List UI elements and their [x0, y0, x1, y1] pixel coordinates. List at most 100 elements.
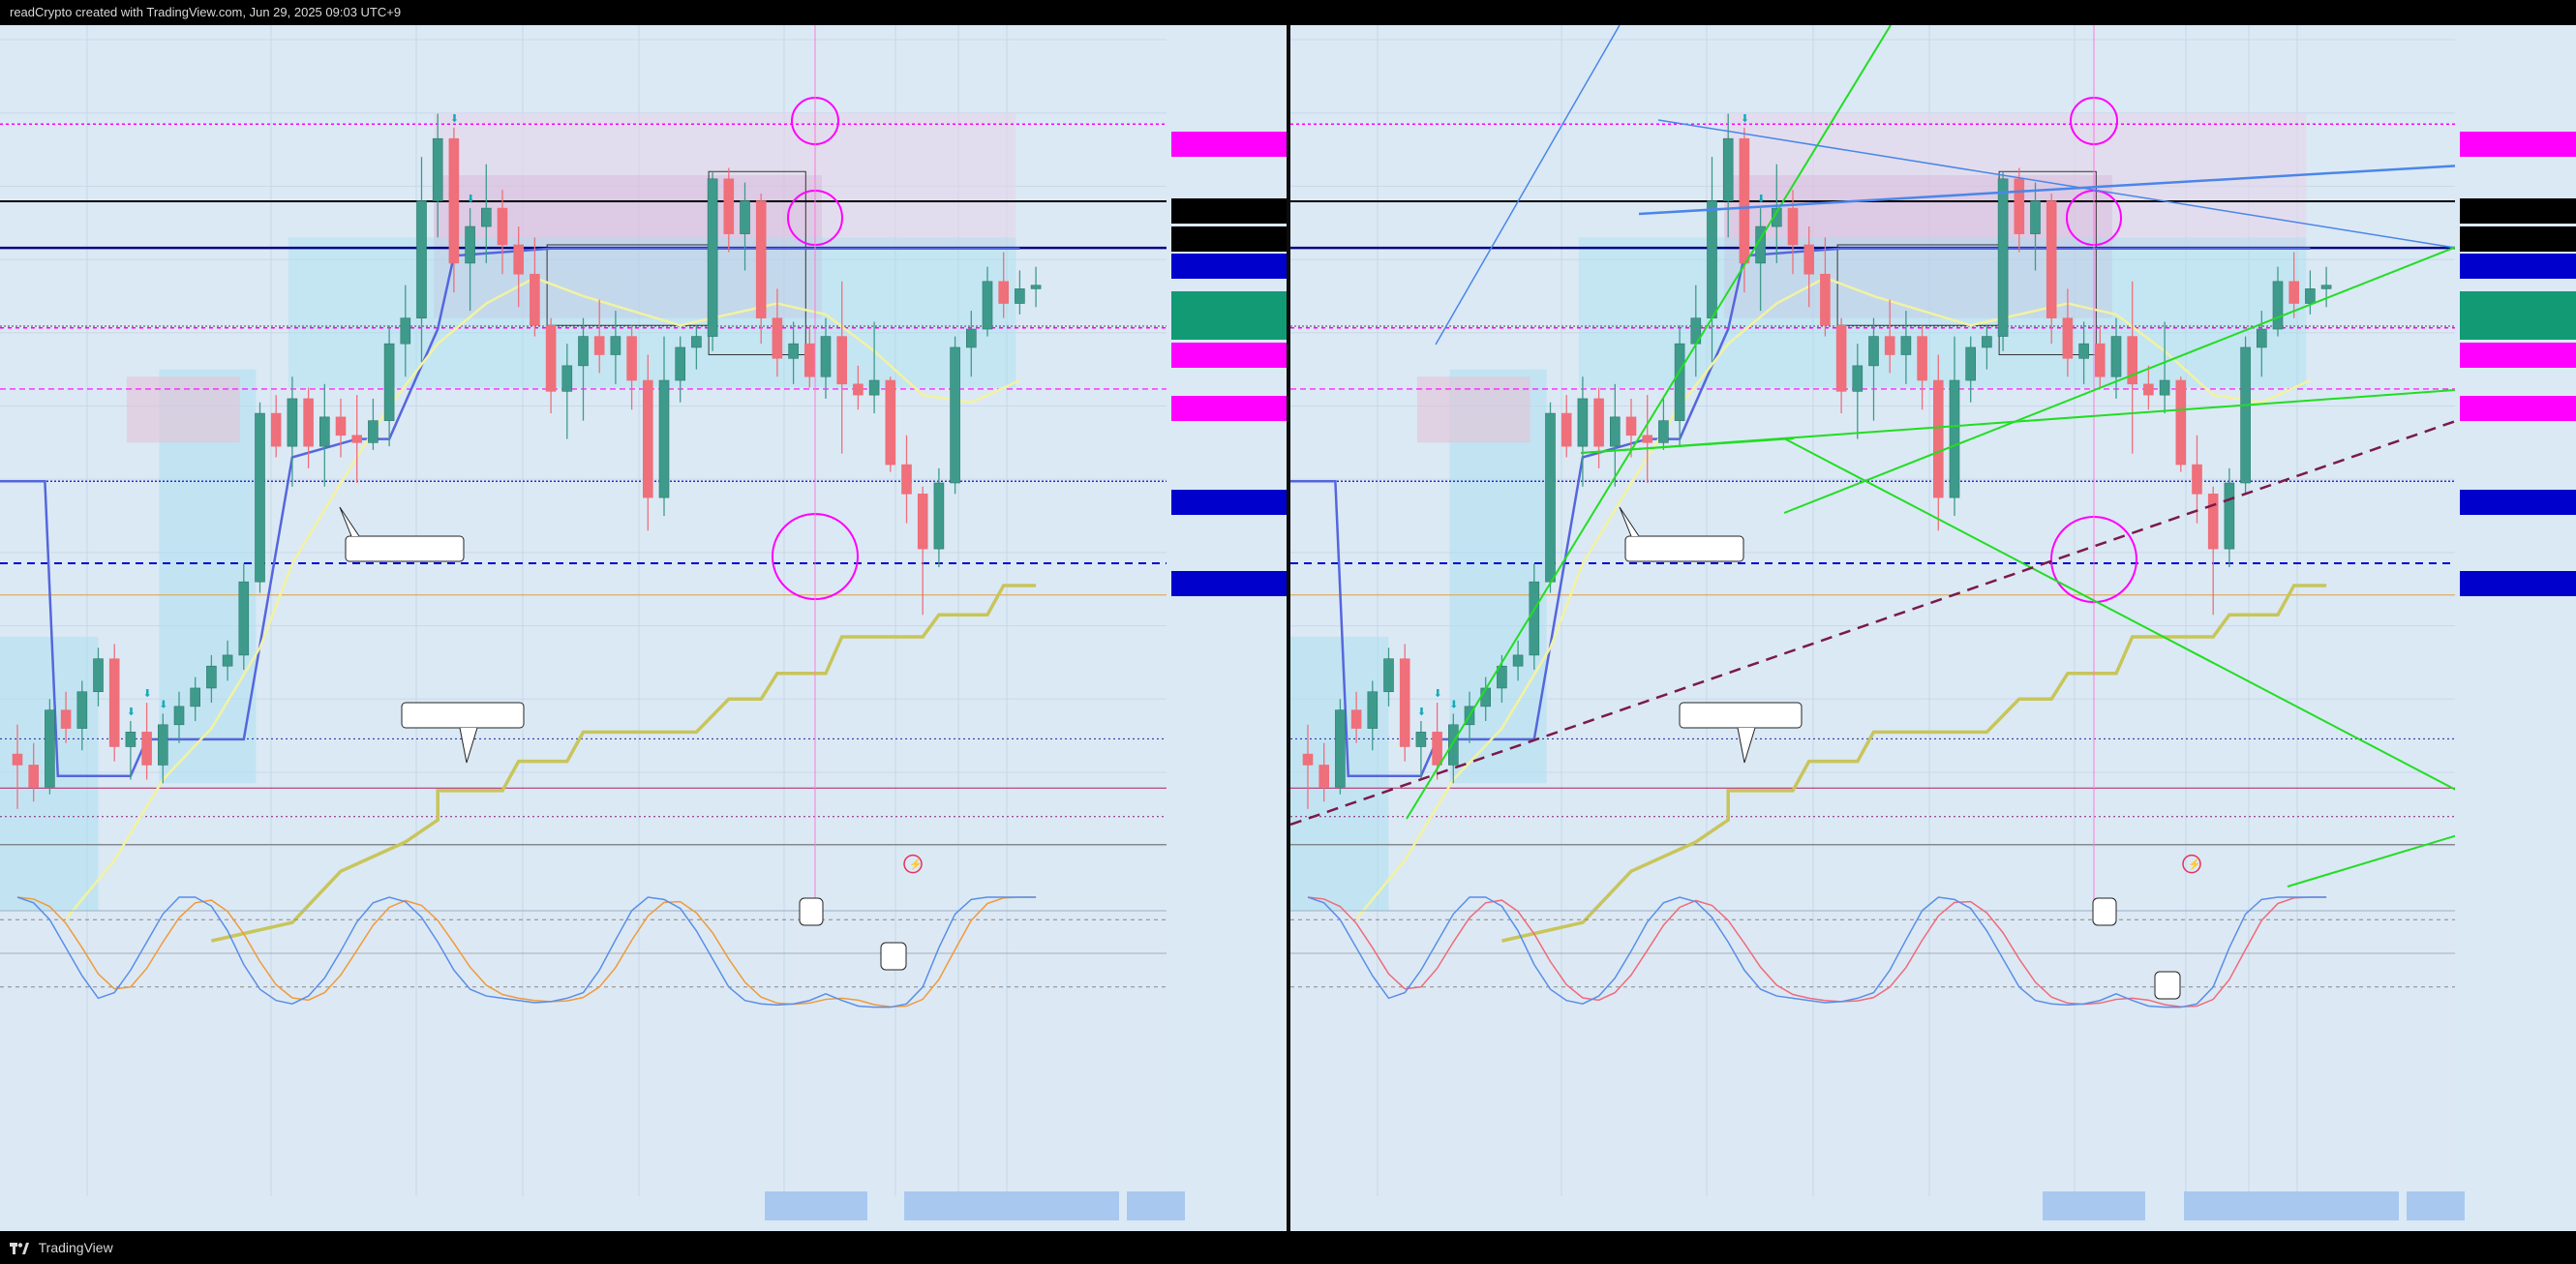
candle-body [982, 281, 993, 330]
hl-zone [1578, 237, 2307, 388]
candle-body [108, 658, 120, 747]
callout-m-signal-1w-tail [459, 727, 478, 764]
price-label-bg [1171, 226, 1287, 252]
candle-body [2256, 328, 2267, 348]
candle-body [998, 281, 1009, 304]
candle-body [2046, 200, 2057, 318]
candle-body [2159, 379, 2170, 396]
candle-body [675, 346, 686, 381]
callout-m-signal-1w-tail [1737, 727, 1756, 764]
stoch-rsi-k-line [16, 896, 1037, 1008]
candle-body [318, 416, 330, 447]
signal-marker-icon: ⬇ [127, 707, 136, 718]
candle-body [1577, 398, 1589, 447]
price-label-bg [1171, 490, 1287, 515]
pink-zone [1416, 376, 1530, 443]
price-label-bg [1171, 571, 1287, 596]
chart-panel-left[interactable]: ⬇ ⬇ ⬇ ⬇ ⬇ ⚡ [0, 25, 1287, 1231]
trendline-green [1783, 437, 2576, 854]
candle-body [335, 416, 347, 436]
candle-body [1609, 416, 1621, 447]
candle-body [593, 336, 605, 355]
candle-body [1512, 654, 1524, 667]
candle-body [2127, 336, 2138, 385]
candle-body [158, 724, 168, 766]
price-label-bg [2460, 226, 2576, 252]
candle-body [1399, 658, 1410, 747]
callout-m-signal-1d-box [1624, 535, 1744, 562]
candle-body [2094, 343, 2106, 377]
candle-body [545, 324, 557, 392]
callout-k-box [2092, 897, 2117, 926]
candle-body [820, 336, 832, 377]
bottom-bar: TradingView [0, 1231, 2576, 1264]
candle-body [1593, 398, 1604, 447]
candle-body [1529, 581, 1540, 656]
cursor-date-bg [2043, 1191, 2145, 1220]
candle-body [2272, 281, 2284, 330]
alert-flash-icon [903, 854, 923, 874]
signal-marker-icon: ⬇ [467, 194, 475, 205]
future-cut-bg [2407, 1191, 2465, 1220]
candle-body [432, 137, 443, 201]
candle-body [1949, 379, 1960, 498]
cursor-date-bg [765, 1191, 867, 1220]
price-label-bg [2460, 490, 2576, 515]
candle-body [206, 665, 217, 689]
candle-body [642, 379, 653, 498]
chart-svg-left[interactable]: ⬇ ⬇ ⬇ ⬇ ⬇ ⚡ [0, 25, 1287, 1231]
stoch-rsi-d-line [16, 896, 1037, 1008]
candle-body [1335, 709, 1346, 788]
price-label-bg [1171, 396, 1287, 421]
future-cut-bg [1127, 1191, 1185, 1220]
price-label-bg [1171, 198, 1287, 224]
volume-pane [1290, 911, 2455, 1231]
price-label-bg [1171, 254, 1287, 279]
price-label-bg [1171, 343, 1287, 368]
candle-body [1965, 346, 1977, 381]
candle-body [1658, 420, 1669, 443]
candle-body [2240, 346, 2251, 484]
candle-body [707, 178, 718, 337]
candle-body [1302, 753, 1314, 766]
alert-flash-icon [2182, 854, 2201, 874]
candle-body [2014, 178, 2025, 234]
candle-body [1739, 137, 1750, 264]
chart-panel-right[interactable]: ⬇ ⬇ ⬇ ⬇ ⬇ ⚡ [1290, 25, 2576, 1231]
candle-body [2288, 281, 2299, 304]
candle-body [772, 317, 783, 359]
candle-body [2062, 317, 2074, 359]
candle-body [45, 709, 55, 788]
candle-body [368, 420, 379, 443]
candle-body [1803, 244, 1815, 275]
callout-m-signal-1w-box [1679, 702, 1803, 729]
candle-body [1884, 336, 1895, 355]
signal-marker-icon: ⬇ [1434, 688, 1442, 700]
candle-body [2192, 464, 2202, 495]
candle-body [1350, 709, 1362, 729]
price-label-bg [2460, 571, 2576, 596]
signal-marker-icon: ⬇ [1741, 113, 1749, 125]
chart-svg-right[interactable]: ⬇ ⬇ ⬇ ⬇ ⬇ ⚡ [1290, 25, 2576, 1231]
panel-divider[interactable] [1287, 25, 1290, 1231]
stoch-rsi-d-line [1307, 896, 2327, 1008]
candle-body [1642, 435, 1653, 443]
candle-body [448, 137, 460, 264]
trendline-dashed [1290, 377, 2576, 827]
candle-body [351, 435, 363, 443]
candle-body [1625, 416, 1637, 436]
candle-body [2143, 383, 2154, 396]
price-label-bg [1171, 315, 1287, 340]
candle-body [1707, 200, 1717, 318]
candle-body [610, 336, 621, 355]
candle-body [1432, 732, 1442, 766]
alert-flash-glyph: ⚡ [909, 858, 923, 871]
candle-body [917, 494, 928, 550]
price-label-bg [2460, 198, 2576, 224]
candle-body [1415, 732, 1427, 747]
signal-marker-icon: ⬇ [1417, 707, 1426, 718]
future-dates-bg [2184, 1191, 2399, 1220]
callout-m-signal-1w-box [401, 702, 525, 729]
signal-marker-icon: ⬇ [143, 688, 152, 700]
trendline-green [1580, 437, 1795, 454]
